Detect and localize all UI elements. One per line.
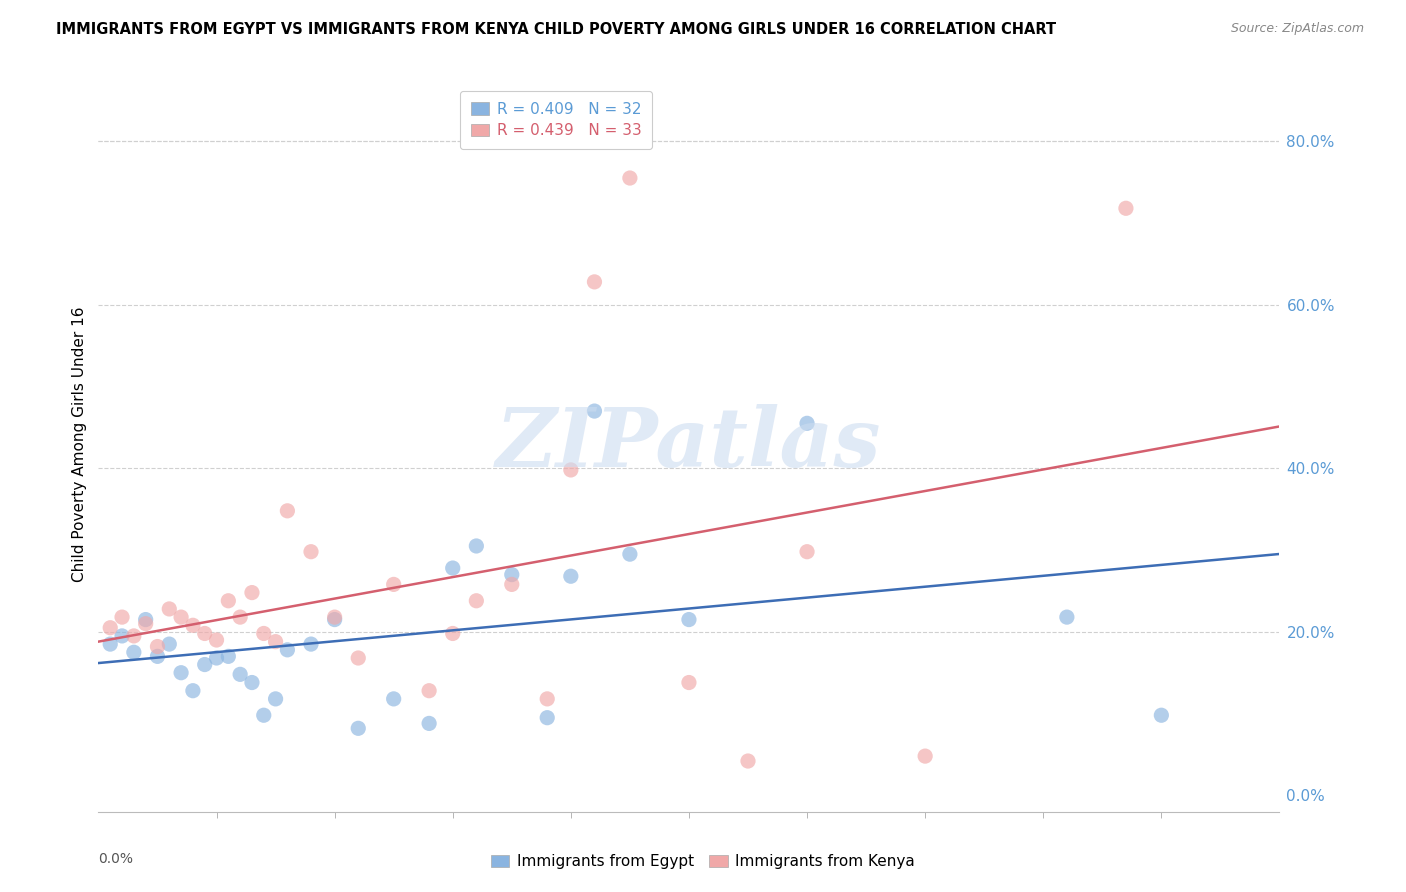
Point	[501, 567, 523, 582]
Point	[1115, 201, 1137, 215]
Point	[678, 675, 700, 690]
Point	[181, 618, 204, 632]
Text: 0.0%: 0.0%	[98, 852, 134, 866]
Point	[418, 716, 440, 731]
Point	[229, 610, 252, 624]
Point	[583, 404, 606, 418]
Point	[122, 629, 145, 643]
Point	[418, 683, 440, 698]
Point	[441, 626, 464, 640]
Point	[465, 539, 488, 553]
Point	[678, 613, 700, 627]
Point	[560, 463, 582, 477]
Point	[536, 711, 558, 725]
Point	[157, 637, 180, 651]
Point	[240, 675, 263, 690]
Point	[217, 649, 239, 664]
Point	[347, 721, 370, 735]
Point	[536, 692, 558, 706]
Point	[253, 626, 276, 640]
Point	[170, 665, 193, 680]
Legend: Immigrants from Egypt, Immigrants from Kenya: Immigrants from Egypt, Immigrants from K…	[485, 848, 921, 875]
Y-axis label: Child Poverty Among Girls Under 16: Child Poverty Among Girls Under 16	[72, 306, 87, 582]
Point	[560, 569, 582, 583]
Point	[796, 417, 818, 431]
Point	[465, 594, 488, 608]
Point	[111, 610, 134, 624]
Text: IMMIGRANTS FROM EGYPT VS IMMIGRANTS FROM KENYA CHILD POVERTY AMONG GIRLS UNDER 1: IMMIGRANTS FROM EGYPT VS IMMIGRANTS FROM…	[56, 22, 1056, 37]
Point	[276, 642, 298, 657]
Point	[323, 610, 346, 624]
Point	[98, 621, 121, 635]
Point	[441, 561, 464, 575]
Point	[194, 626, 217, 640]
Point	[264, 692, 287, 706]
Point	[170, 610, 193, 624]
Point	[146, 649, 169, 664]
Point	[1056, 610, 1078, 624]
Point	[583, 275, 606, 289]
Point	[382, 577, 405, 591]
Point	[299, 637, 322, 651]
Point	[98, 637, 121, 651]
Point	[205, 651, 228, 665]
Point	[240, 585, 263, 599]
Point	[347, 651, 370, 665]
Point	[135, 616, 157, 631]
Point	[299, 544, 322, 558]
Point	[146, 640, 169, 654]
Point	[217, 594, 239, 608]
Point	[501, 577, 523, 591]
Point	[229, 667, 252, 681]
Point	[796, 544, 818, 558]
Point	[181, 683, 204, 698]
Point	[619, 547, 641, 561]
Point	[1150, 708, 1173, 723]
Point	[157, 602, 180, 616]
Point	[194, 657, 217, 672]
Point	[253, 708, 276, 723]
Point	[914, 749, 936, 764]
Point	[205, 633, 228, 648]
Point	[276, 504, 298, 518]
Text: ZIPatlas: ZIPatlas	[496, 404, 882, 483]
Point	[111, 629, 134, 643]
Point	[737, 754, 759, 768]
Point	[382, 692, 405, 706]
Point	[122, 645, 145, 659]
Point	[135, 613, 157, 627]
Point	[619, 171, 641, 186]
Text: Source: ZipAtlas.com: Source: ZipAtlas.com	[1230, 22, 1364, 36]
Legend: R = 0.409   N = 32, R = 0.439   N = 33: R = 0.409 N = 32, R = 0.439 N = 33	[460, 91, 652, 149]
Point	[264, 634, 287, 648]
Point	[323, 613, 346, 627]
